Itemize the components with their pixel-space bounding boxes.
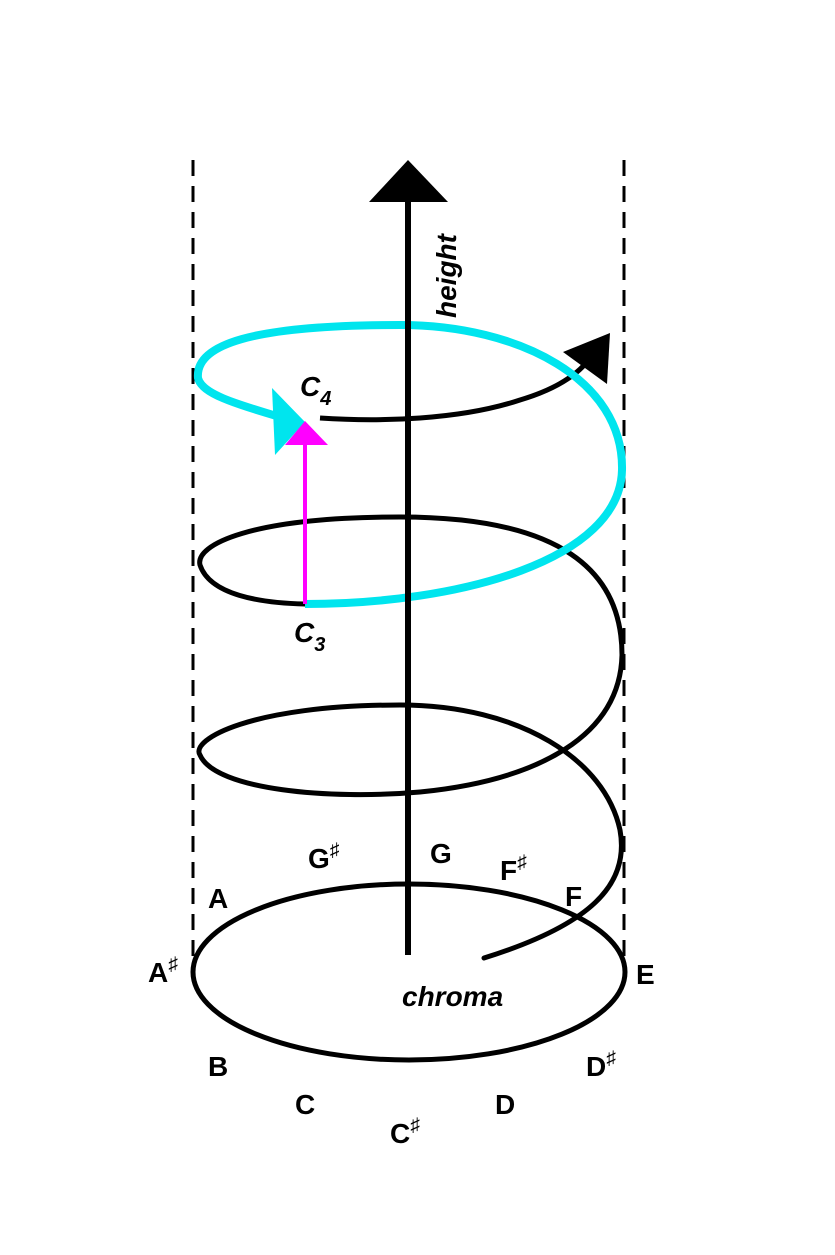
note-label-a-sharp: A♯ (148, 954, 178, 988)
helix-end-arrowhead (563, 333, 610, 384)
note-label-f: F (565, 881, 582, 912)
note-label-c: C (295, 1089, 315, 1120)
note-label-d-sharp: D♯ (586, 1048, 616, 1082)
height-axis-arrowhead (369, 160, 448, 202)
c4-label: C4 (300, 371, 331, 410)
c3-label: C3 (294, 617, 325, 656)
octave-turn-arrowhead (272, 388, 305, 455)
octave-turn-path (193, 320, 627, 608)
note-label-g-sharp: G♯ (308, 840, 339, 874)
note-label-c-sharp: C♯ (390, 1115, 420, 1149)
pitch-helix (196, 514, 625, 961)
note-label-b: B (208, 1051, 228, 1082)
helix-top-turn (319, 356, 593, 423)
note-label-d: D (495, 1089, 515, 1120)
note-label-g: G (430, 838, 452, 869)
height-axis-label: height (431, 232, 462, 318)
note-label-f-sharp: F♯ (500, 852, 527, 886)
note-label-a: A (208, 883, 228, 914)
octave-jump-arrowhead (285, 421, 328, 445)
chroma-label: chroma (402, 981, 503, 1012)
note-label-e: E (636, 959, 655, 990)
